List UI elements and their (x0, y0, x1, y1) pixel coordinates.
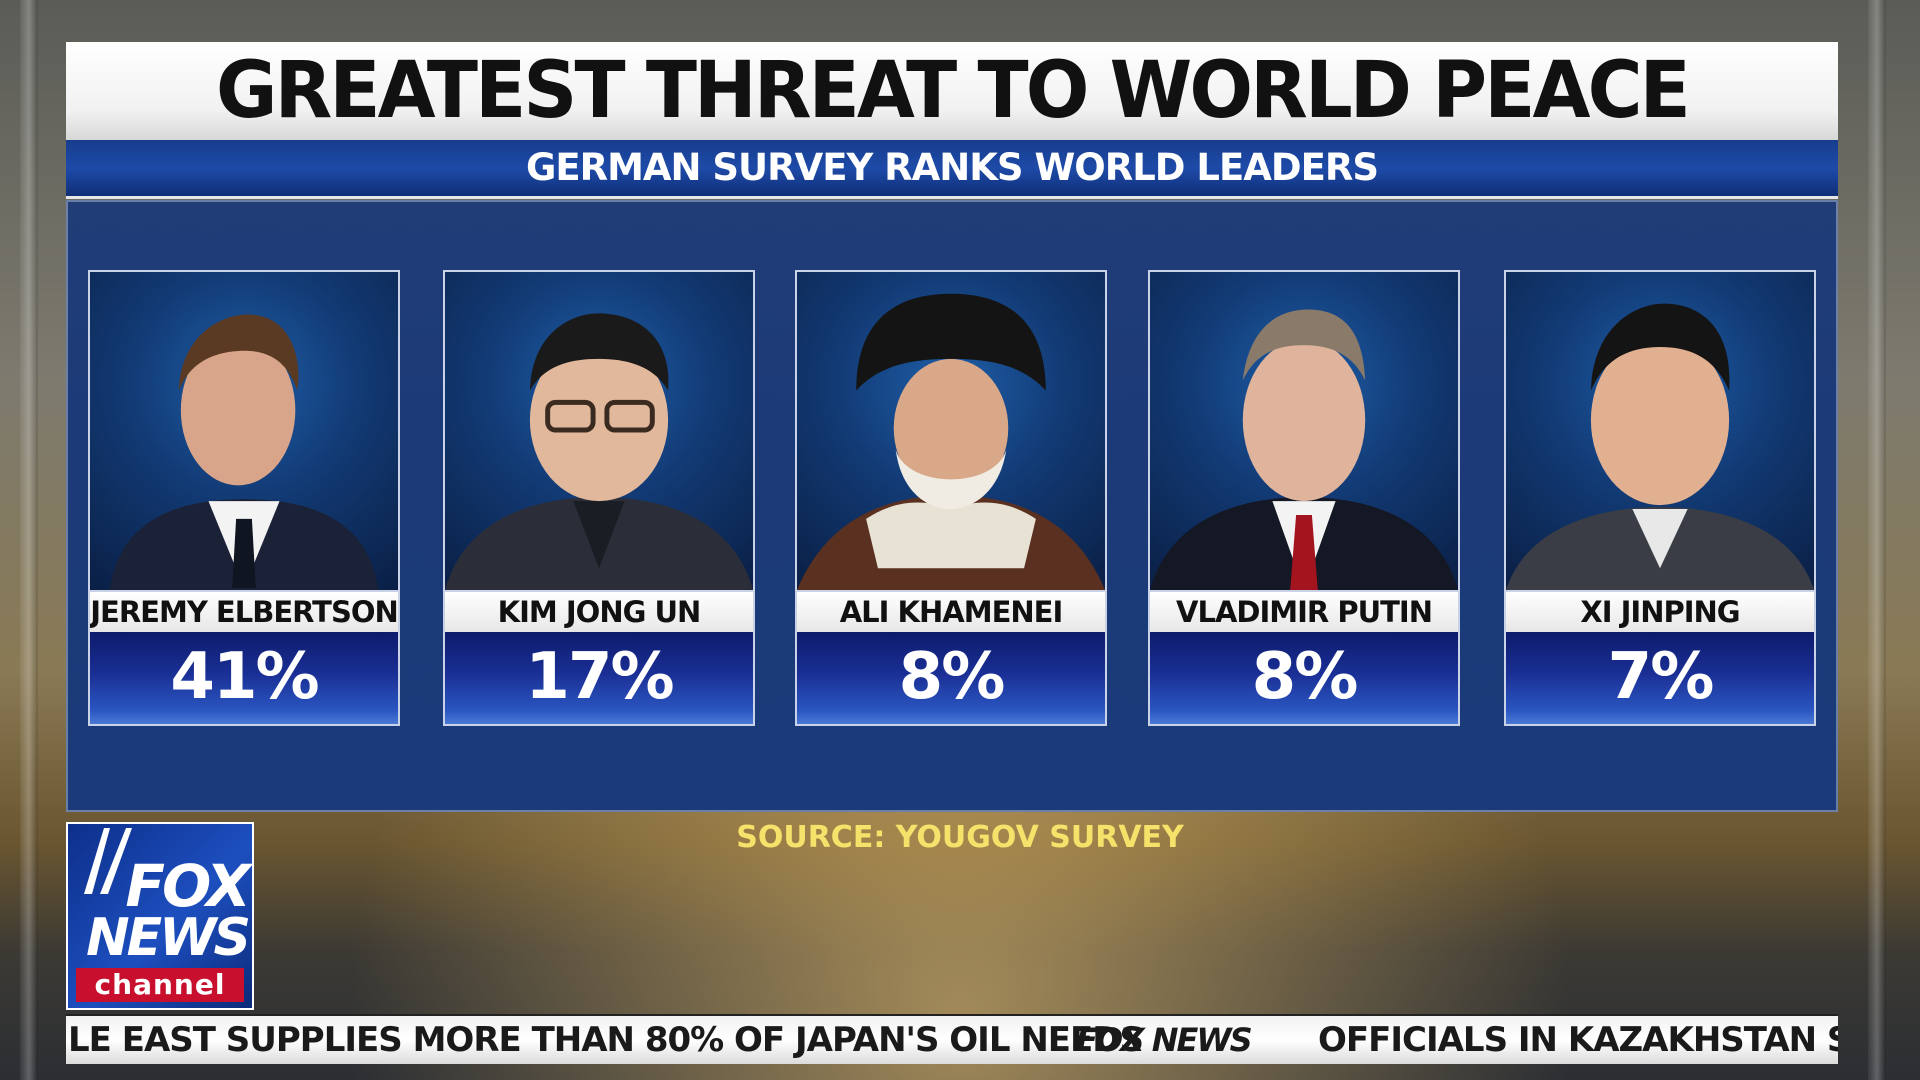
leader-card: XI JINPING 7% (1504, 270, 1816, 726)
ticker-headline: LE EAST SUPPLIES MORE THAN 80% OF JAPAN'… (68, 1020, 1144, 1060)
leader-photo (443, 270, 755, 592)
leader-name: KIM JONG UN (443, 592, 755, 632)
graphic-subtitle: GERMAN SURVEY RANKS WORLD LEADERS (525, 146, 1379, 189)
leader-card: JEREMY ELBERTSON 41% (88, 270, 400, 726)
person-silhouette-icon (797, 293, 1105, 590)
leader-name: VLADIMIR PUTIN (1148, 592, 1460, 632)
leader-percent: 41% (88, 632, 400, 726)
subtitle-banner: GERMAN SURVEY RANKS WORLD LEADERS (66, 140, 1838, 199)
searchlight-stripes-icon (84, 828, 132, 894)
logo-fox-text: FOX (125, 852, 251, 920)
logo-news-text: NEWS (86, 908, 251, 968)
ticker-headline: OFFICIALS IN KAZAKHSTAN SA (1318, 1020, 1838, 1060)
leader-name: ALI KHAMENEI (795, 592, 1107, 632)
graphic-title: GREATEST THREAT TO WORLD PEACE (216, 46, 1691, 136)
leader-photo (1504, 270, 1816, 592)
title-banner: GREATEST THREAT TO WORLD PEACE (66, 42, 1838, 140)
leader-percent: 17% (443, 632, 755, 726)
leader-percent: 7% (1504, 632, 1816, 726)
source-credit: SOURCE: YOUGOV SURVEY (736, 820, 1184, 855)
leader-photo (88, 270, 400, 592)
studio-pillar (20, 0, 38, 1080)
logo-channel-text: channel (76, 968, 244, 1002)
person-silhouette-icon (1506, 303, 1814, 590)
leader-card: KIM JONG UN 17% (443, 270, 755, 726)
news-ticker: LE EAST SUPPLIES MORE THAN 80% OF JAPAN'… (66, 1014, 1838, 1064)
studio-pillar (1868, 0, 1886, 1080)
leader-photo (795, 270, 1107, 592)
person-silhouette-icon (109, 314, 379, 590)
leader-name: XI JINPING (1504, 592, 1816, 632)
leader-percent: 8% (1148, 632, 1460, 726)
person-silhouette-icon (1150, 309, 1458, 590)
leader-name: JEREMY ELBERTSON (88, 592, 400, 632)
leader-percent: 8% (795, 632, 1107, 726)
ticker-fox-news-logo: FOX NEWS (1076, 1021, 1253, 1059)
fox-news-logo: FOX NEWS channel (66, 822, 254, 1010)
leader-card: ALI KHAMENEI 8% (795, 270, 1107, 726)
person-silhouette-icon (445, 313, 753, 590)
leader-card: VLADIMIR PUTIN 8% (1148, 270, 1460, 726)
leader-photo (1148, 270, 1460, 592)
